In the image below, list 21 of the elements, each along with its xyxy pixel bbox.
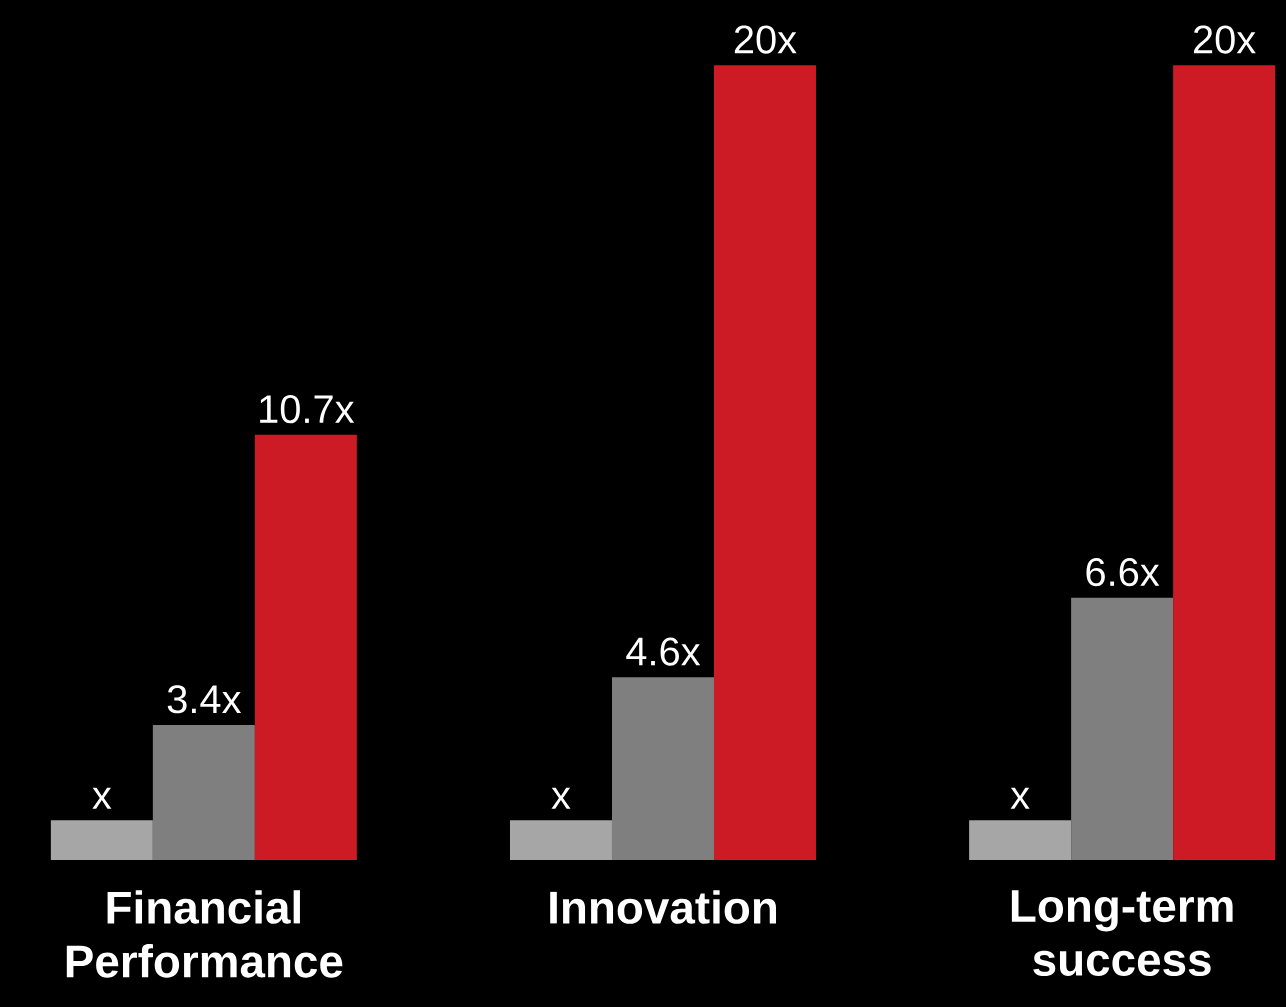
bar (152, 724, 255, 860)
bar (1071, 597, 1174, 860)
x-tick-label: Financial Performance (66, 890, 343, 978)
data-label: x (92, 787, 112, 809)
data-label: 10.7x (260, 395, 355, 424)
bar (254, 434, 357, 860)
x-tick-label: Long-term success (1011, 890, 1233, 976)
data-label: 6.6x (1086, 557, 1160, 587)
data-label: 20x (734, 25, 797, 54)
data-label: x (551, 787, 571, 809)
data-label: 4.6x (626, 637, 701, 666)
bar (509, 820, 612, 860)
bar (1173, 65, 1276, 860)
bar (611, 677, 714, 860)
data-label: 20x (1193, 25, 1256, 54)
bar (969, 820, 1072, 860)
data-label: 3.4x (167, 685, 242, 714)
x-tick-label: Innovation (550, 890, 777, 924)
bar (50, 820, 153, 860)
data-label: x (1010, 787, 1030, 809)
bar (713, 65, 816, 860)
